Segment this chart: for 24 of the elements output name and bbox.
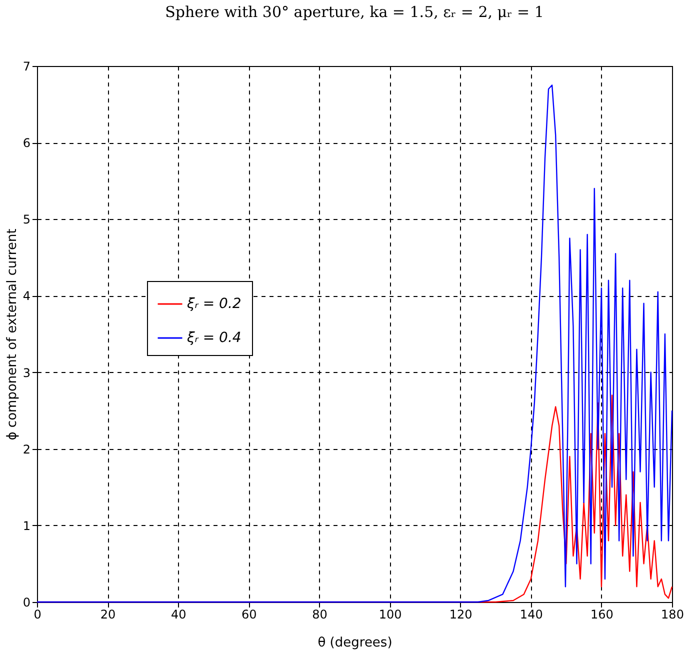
x-tick-label: 140 xyxy=(520,608,543,622)
y-tick-label: 0 xyxy=(22,596,30,610)
x-tick-label: 40 xyxy=(170,608,186,622)
y-tick-label: 2 xyxy=(22,442,30,456)
y-tick-label: 6 xyxy=(22,136,30,150)
x-tick-label: 0 xyxy=(34,608,42,622)
x-tick-label: 20 xyxy=(100,608,116,622)
x-tick-label: 100 xyxy=(378,608,402,622)
legend-label: ξᵣ = 0.4 xyxy=(186,330,242,346)
y-tick-label: 7 xyxy=(22,60,30,74)
x-tick-label: 120 xyxy=(449,608,472,622)
x-tick-label: 180 xyxy=(661,608,684,622)
x-tick-label: 60 xyxy=(242,608,257,622)
y-axis-title: ϕ component of external current xyxy=(4,228,20,440)
x-tick-label: 160 xyxy=(590,608,614,622)
legend-label: ξᵣ = 0.2 xyxy=(186,296,242,312)
line-series xyxy=(36,84,673,603)
y-tick-label: 3 xyxy=(22,366,30,380)
y-tick-label: 1 xyxy=(22,518,30,533)
x-axis-title: θ (degrees) xyxy=(318,636,392,650)
chart-title: Sphere with 30° aperture, ka = 1.5, εᵣ = 2, μᵣ = 1 xyxy=(165,3,544,21)
y-tick-label: 4 xyxy=(22,289,30,304)
x-tick-label: 80 xyxy=(312,608,328,622)
y-tick-label: 5 xyxy=(22,212,30,227)
